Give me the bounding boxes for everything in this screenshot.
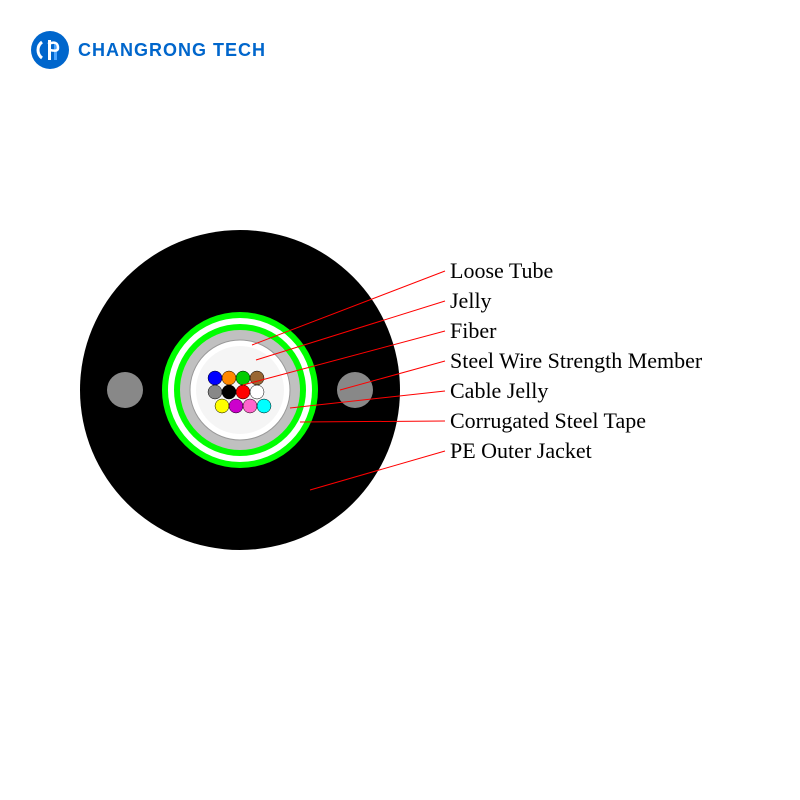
cable-diagram: Loose Tube Jelly Fiber Steel Wire Strength … [0, 0, 800, 800]
fiber-5 [222, 385, 236, 399]
labels: Loose Tube Jelly Fiber Steel Wire Strength … [450, 258, 703, 463]
label-1: Jelly [450, 288, 492, 313]
fiber-9 [229, 399, 243, 413]
fiber-0 [208, 371, 222, 385]
label-6: PE Outer Jacket [450, 438, 592, 463]
label-2: Fiber [450, 318, 497, 343]
strength-member-left [107, 372, 143, 408]
label-3: Steel Wire Strength Member [450, 348, 703, 373]
label-0: Loose Tube [450, 258, 553, 283]
fiber-4 [208, 385, 222, 399]
fiber-11 [257, 399, 271, 413]
cross-section [80, 230, 400, 550]
fiber-6 [236, 385, 250, 399]
fiber-1 [222, 371, 236, 385]
label-5: Corrugated Steel Tape [450, 408, 646, 433]
label-4: Cable Jelly [450, 378, 548, 403]
fiber-2 [236, 371, 250, 385]
fiber-8 [215, 399, 229, 413]
fiber-10 [243, 399, 257, 413]
fiber-7 [250, 385, 264, 399]
